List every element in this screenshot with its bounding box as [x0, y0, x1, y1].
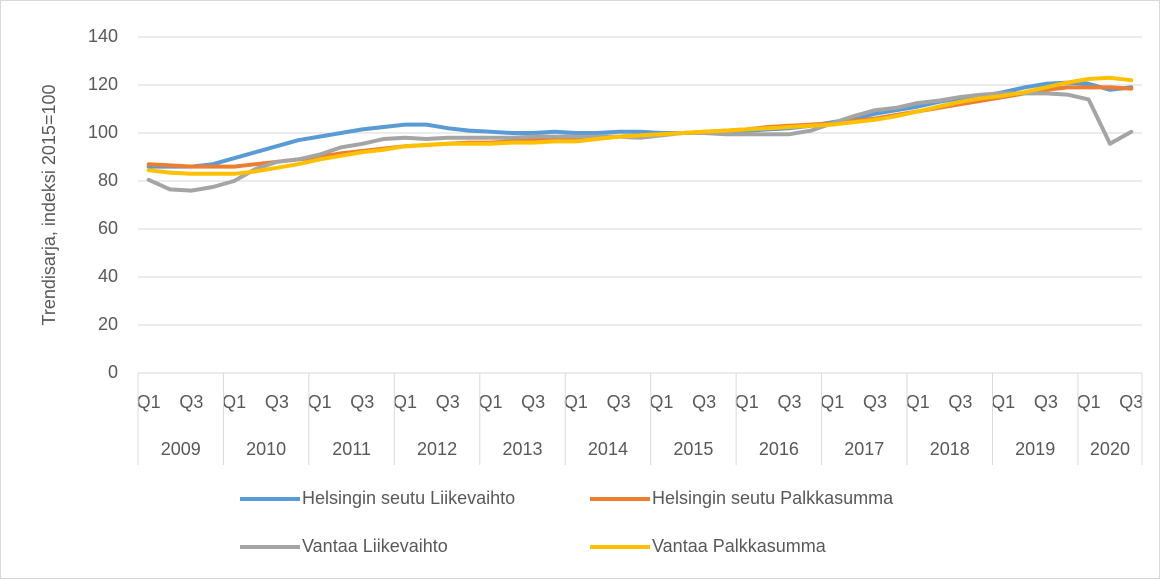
y-tick-label: 120	[88, 74, 118, 94]
x-tick-label: Q1	[478, 392, 502, 412]
series-line	[146, 75, 1134, 176]
x-group-label: 2018	[930, 439, 970, 459]
x-tick-label: Q3	[863, 392, 887, 412]
x-tick-label: Q3	[692, 392, 716, 412]
x-group-label: 2020	[1090, 439, 1130, 459]
y-axis-title: Trendisarja, indeksi 2015=100	[39, 85, 59, 326]
y-tick-label: 20	[98, 314, 118, 334]
x-group-label: 2013	[502, 439, 542, 459]
x-tick-label: Q1	[906, 392, 930, 412]
x-tick-label: Q3	[350, 392, 374, 412]
legend-label: Helsingin seutu Palkkasumma	[652, 488, 894, 508]
x-tick-label: Q1	[649, 392, 673, 412]
legend-label: Helsingin seutu Liikevaihto	[302, 488, 515, 508]
x-group-label: 2012	[417, 439, 457, 459]
y-tick-label: 60	[98, 218, 118, 238]
x-group-label: 2009	[161, 439, 201, 459]
y-tick-label: 140	[88, 26, 118, 46]
x-tick-label: Q3	[521, 392, 545, 412]
legend-label: Vantaa Liikevaihto	[302, 536, 448, 556]
x-tick-label: Q1	[991, 392, 1015, 412]
x-group-label: 2019	[1015, 439, 1055, 459]
x-tick-label: Q3	[1034, 392, 1058, 412]
x-tick-label: Q1	[308, 392, 332, 412]
x-tick-label: Q1	[735, 392, 759, 412]
y-tick-label: 100	[88, 122, 118, 142]
x-tick-label: Q3	[607, 392, 631, 412]
x-group-label: 2016	[759, 439, 799, 459]
y-tick-label: 80	[98, 170, 118, 190]
x-tick-label: Q3	[1119, 392, 1143, 412]
x-tick-label: Q3	[948, 392, 972, 412]
x-tick-label: Q3	[436, 392, 460, 412]
y-tick-label: 0	[108, 362, 118, 382]
x-group-label: 2017	[844, 439, 884, 459]
x-group-label: 2010	[246, 439, 286, 459]
x-tick-label: Q1	[1077, 392, 1101, 412]
x-tick-label: Q1	[393, 392, 417, 412]
x-tick-label: Q1	[820, 392, 844, 412]
x-group-label: 2011	[332, 439, 371, 459]
y-tick-label: 40	[98, 266, 118, 286]
x-tick-label: Q1	[137, 392, 161, 412]
x-tick-label: Q1	[564, 392, 588, 412]
x-group-label: 2014	[588, 439, 628, 459]
x-tick-label: Q3	[265, 392, 289, 412]
series-line	[146, 91, 1134, 193]
x-tick-label: Q3	[179, 392, 203, 412]
x-group-label: 2015	[673, 439, 713, 459]
x-tick-label: Q3	[778, 392, 802, 412]
legend-label: Vantaa Palkkasumma	[652, 536, 827, 556]
x-tick-label: Q1	[222, 392, 246, 412]
